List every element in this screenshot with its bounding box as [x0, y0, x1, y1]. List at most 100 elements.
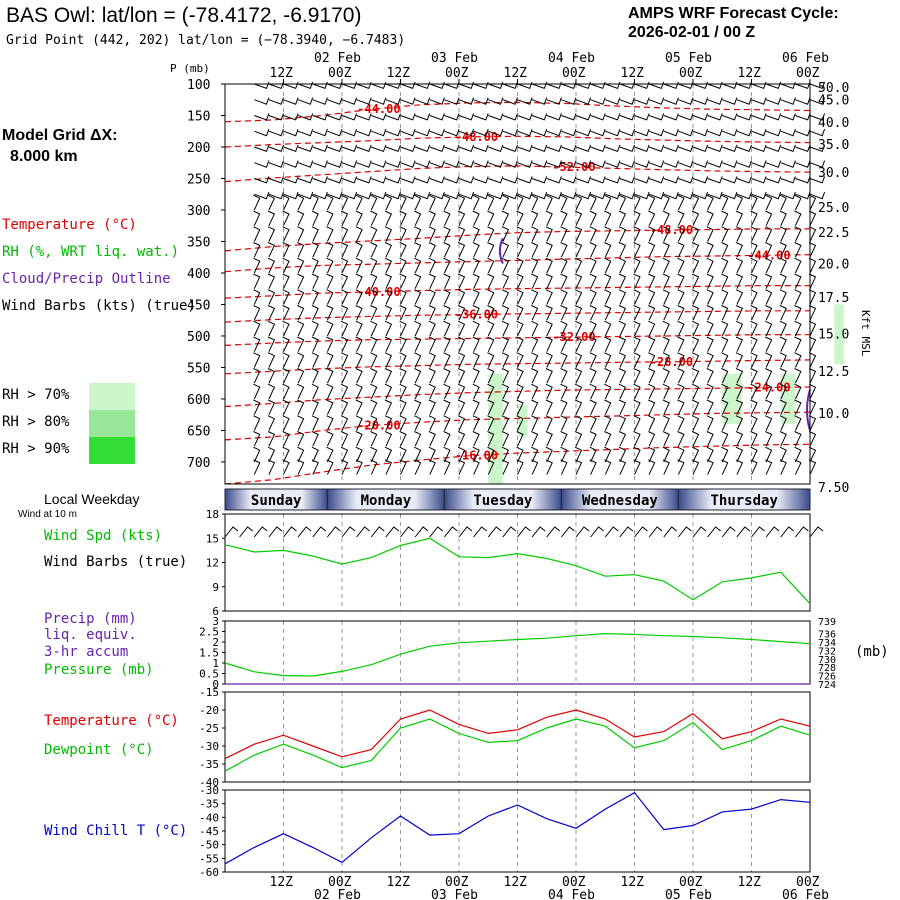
wind-barb [605, 160, 621, 168]
wind-barb [501, 352, 510, 368]
wind-barb [634, 176, 650, 184]
wind-barb [297, 226, 305, 242]
legend-cloud: Cloud/Precip Outline [2, 271, 171, 287]
wind-barb [648, 128, 665, 137]
wind-barb [779, 415, 787, 431]
wind-barb [502, 176, 518, 184]
wind-barb [311, 399, 319, 415]
surface-wind-barb [692, 526, 707, 538]
wind-barb [311, 446, 319, 463]
wind-barb [692, 128, 709, 137]
wind-barb [604, 352, 612, 368]
surface-wind-barb [224, 526, 239, 538]
wind-barb [662, 383, 670, 400]
surface-wind-barb [253, 526, 268, 538]
wind-barb [634, 128, 650, 137]
kft-tick-label: 30.0 [818, 166, 849, 181]
wind-barb [808, 320, 817, 337]
wind-barb [400, 176, 416, 184]
wind-barb [736, 191, 752, 200]
wind-barb [648, 305, 656, 321]
wind-barb [429, 191, 445, 200]
wind-barb [780, 144, 796, 153]
wind-barb [605, 144, 621, 153]
wind-barb [340, 368, 349, 384]
local-weekday-label: Local Weekday [44, 491, 140, 507]
wind-barb [326, 336, 334, 352]
wind-barb [340, 459, 349, 475]
wind-barb [385, 160, 401, 168]
wind-barb [428, 399, 436, 415]
wind-barb [618, 210, 627, 226]
wind-barb [326, 352, 334, 368]
wind-barb [501, 210, 510, 226]
wind-barb [472, 459, 480, 475]
wind-barb [560, 399, 568, 415]
wind-barb [443, 399, 451, 415]
wind-barb [457, 336, 466, 352]
wind-barb [326, 431, 334, 447]
wind-barb [692, 81, 709, 90]
wind-barb [502, 128, 518, 137]
y-tick-label: 0.5 [199, 668, 219, 681]
wind-barb [384, 320, 393, 337]
wind-barb [662, 399, 670, 415]
wind-barb [414, 368, 422, 384]
wind-barb [370, 399, 378, 415]
wind-barb [722, 144, 738, 153]
wind-barb [677, 383, 685, 400]
wind-barb [663, 128, 679, 137]
wind-barb [414, 81, 431, 90]
wind-barb [589, 226, 597, 242]
wind-barb [750, 399, 758, 415]
wind-barb [414, 128, 431, 137]
bottom-time-tick: 00Z [796, 875, 820, 890]
wind-barb [267, 336, 276, 352]
wind-barb [326, 368, 334, 384]
wind-barb [545, 336, 553, 352]
wind-barb [502, 113, 518, 121]
wind-barb [457, 431, 466, 447]
wind-barb [545, 383, 553, 400]
wind-barb [428, 305, 436, 321]
surface-wind-barb [575, 526, 590, 538]
wind-barb [662, 289, 670, 305]
wind-barb [633, 289, 641, 305]
wind-barb [399, 368, 407, 384]
wind-barb [736, 81, 752, 90]
wind-barb [662, 336, 670, 352]
wind-barb [706, 242, 714, 258]
wind-barb [326, 289, 334, 305]
kft-tick-label: 45.0 [818, 94, 849, 109]
wind-barb [751, 144, 767, 153]
wind-barb [605, 128, 621, 137]
wind-barb [751, 176, 767, 184]
wind-barb [267, 431, 276, 447]
wind-barb [605, 191, 621, 200]
wind-barb [605, 97, 621, 105]
wind-barb [706, 399, 714, 415]
wind-barb [721, 415, 729, 431]
wind-barb [590, 97, 606, 105]
wind-barb [429, 113, 445, 121]
wind-barb [531, 226, 539, 242]
surface-wind-barb [780, 526, 795, 538]
wind-barb [531, 144, 548, 153]
wind-barb [501, 320, 510, 337]
wind-barb [808, 242, 817, 258]
wind-barb [516, 336, 524, 352]
wind-barb [297, 320, 305, 337]
wind-barb [384, 336, 393, 352]
wind-barb [370, 242, 378, 258]
wind-barb [443, 273, 451, 289]
wind-barb [545, 459, 553, 475]
wind-barb [618, 459, 627, 475]
wind-barb [765, 160, 782, 168]
wind-barb [795, 176, 811, 184]
surface-wind-barb [239, 526, 253, 538]
wind-barb [355, 415, 363, 431]
wind-barb [722, 128, 738, 137]
pressure-tick-label: 300 [187, 204, 210, 219]
wind-barb [707, 81, 723, 90]
wind-barb [370, 446, 378, 463]
